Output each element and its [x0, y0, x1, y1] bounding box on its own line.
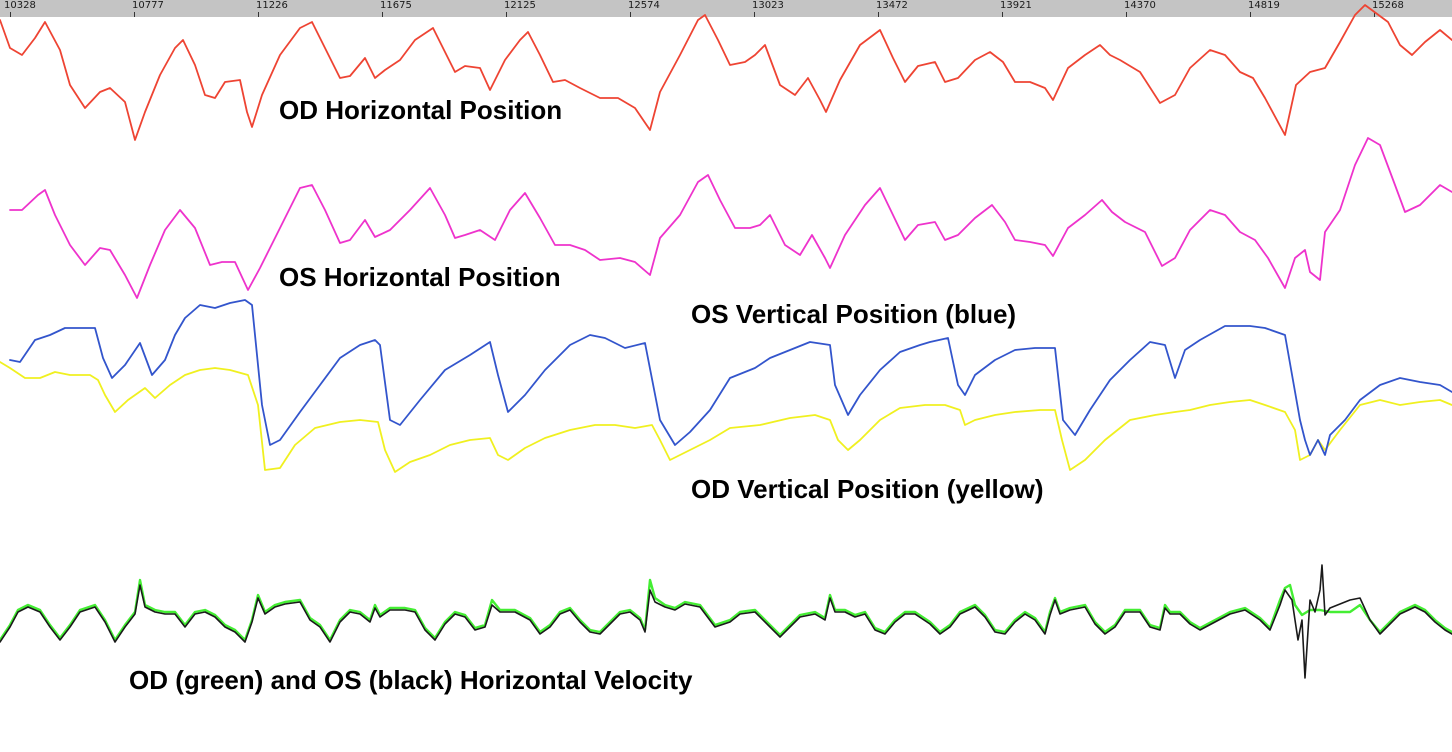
- ruler-tick-label: 10777: [132, 0, 164, 11]
- ruler-tick-label: 14819: [1248, 0, 1280, 11]
- label-horizontal-velocity: OD (green) and OS (black) Horizontal Vel…: [129, 665, 693, 695]
- ruler-tick-mark: [1250, 12, 1251, 17]
- ruler-tick-mark: [506, 12, 507, 17]
- ruler-tick-mark: [630, 12, 631, 17]
- ruler-tick-mark: [382, 12, 383, 17]
- label-od-horizontal-position: OD Horizontal Position: [279, 95, 563, 125]
- trace-od-vertical: [0, 361, 1452, 473]
- ruler-tick-mark: [1002, 12, 1003, 17]
- label-od-vertical-position: OD Vertical Position (yellow): [691, 474, 1044, 504]
- ruler-tick-label: 12574: [628, 0, 660, 11]
- trace-od-horizontal: [0, 4, 1452, 141]
- ruler-tick-mark: [258, 12, 259, 17]
- ruler-tick-mark: [1126, 12, 1127, 17]
- ruler-tick-mark: [134, 12, 135, 17]
- trace-os-horizontal: [9, 137, 1452, 299]
- trace-os-velocity: [0, 564, 1452, 679]
- ruler-tick-label: 11226: [256, 0, 288, 11]
- ruler-tick-label: 10328: [4, 0, 36, 11]
- time-axis-ruler: 10328 10777 11226 11675 12125 12574 13023 13472…: [0, 0, 1452, 17]
- ruler-tick-mark: [10, 12, 11, 17]
- ruler-tick-mark: [1374, 12, 1375, 17]
- label-os-vertical-position: OS Vertical Position (blue): [691, 299, 1017, 329]
- ruler-tick-label: 11675: [380, 0, 412, 11]
- ruler-tick-label: 14370: [1124, 0, 1156, 11]
- ruler-tick-label: 13472: [876, 0, 908, 11]
- ruler-tick-label: 12125: [504, 0, 536, 11]
- ruler-tick-label: 15268: [1372, 0, 1404, 11]
- ruler-tick-mark: [754, 12, 755, 17]
- label-os-horizontal-position: OS Horizontal Position: [279, 262, 561, 292]
- ruler-tick-label: 13921: [1000, 0, 1032, 11]
- trace-od-velocity: [0, 578, 1452, 642]
- ruler-tick-mark: [878, 12, 879, 17]
- trace-os-vertical: [9, 299, 1452, 456]
- ruler-tick-label: 13023: [752, 0, 784, 11]
